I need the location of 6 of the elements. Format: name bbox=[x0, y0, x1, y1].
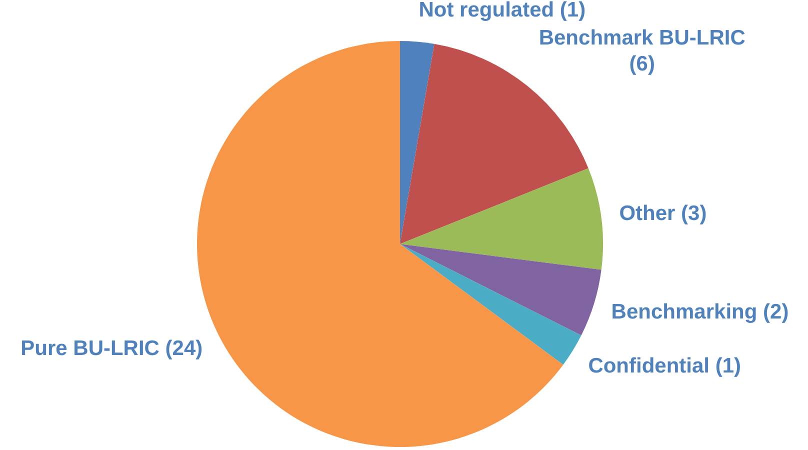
slice-label: Not regulated (1) bbox=[418, 0, 586, 22]
slice-label: Benchmarking (2) bbox=[611, 300, 789, 324]
slice-label: Pure BU-LRIC (24) bbox=[20, 337, 203, 360]
slice-label: Other (3) bbox=[619, 202, 707, 226]
slice-label: Benchmark BU-LRIC (6) bbox=[538, 26, 746, 76]
slice-label: Confidential (1) bbox=[588, 354, 742, 378]
